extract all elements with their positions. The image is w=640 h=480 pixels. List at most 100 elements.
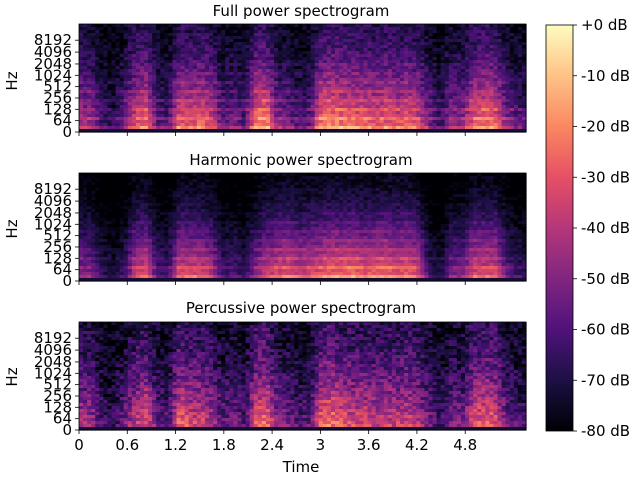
heatmap-cell	[213, 81, 218, 85]
heatmap-cell	[335, 33, 340, 37]
heatmap-cell	[306, 114, 312, 118]
heatmap-cell	[261, 96, 267, 100]
heatmap-cell	[103, 57, 109, 61]
heatmap-cell	[144, 42, 149, 46]
heatmap-cell	[95, 48, 100, 52]
heatmap-cell	[196, 63, 202, 67]
heatmap-cell	[204, 72, 210, 76]
heatmap-cell	[139, 39, 145, 43]
heatmap-cell	[351, 123, 356, 127]
heatmap-cell	[298, 48, 304, 52]
heatmap-cell	[160, 63, 165, 67]
heatmap-cell	[265, 36, 271, 40]
heatmap-cell	[269, 123, 275, 127]
heatmap-cell	[265, 81, 271, 85]
heatmap-cell	[310, 105, 316, 109]
heatmap-cell	[269, 33, 275, 37]
heatmap-cell	[217, 36, 222, 40]
heatmap-cell	[241, 81, 247, 85]
heatmap-cell	[351, 78, 356, 82]
heatmap-cell	[306, 42, 312, 46]
heatmap-cell	[172, 72, 178, 76]
heatmap-cell	[265, 69, 271, 73]
heatmap-cell	[131, 54, 137, 58]
heatmap-cell	[148, 96, 153, 100]
heatmap-cell	[83, 87, 88, 91]
heatmap-cell	[79, 93, 84, 97]
heatmap-cell	[111, 120, 117, 124]
heatmap-cell	[99, 108, 104, 112]
heatmap-cell	[355, 33, 360, 37]
heatmap-cell	[347, 123, 352, 127]
heatmap-cell	[200, 36, 206, 40]
heatmap-cell	[107, 66, 113, 70]
heatmap-cell	[115, 66, 121, 70]
heatmap-cell	[314, 81, 320, 85]
heatmap-cell	[294, 111, 300, 115]
heatmap-cell	[152, 114, 157, 118]
panel-title: Harmonic power spectrogram	[189, 151, 412, 169]
heatmap-cell	[237, 72, 243, 76]
heatmap-cell	[160, 96, 165, 100]
heatmap-cell	[322, 87, 328, 91]
heatmap-cell	[196, 102, 202, 106]
heatmap-cell	[152, 33, 157, 37]
heatmap-cell	[249, 90, 255, 94]
heatmap-cell	[115, 33, 121, 37]
heatmap-cell	[131, 57, 137, 61]
heatmap-cell	[241, 63, 247, 67]
heatmap-cell	[221, 102, 226, 106]
heatmap-cell	[144, 72, 149, 76]
heatmap-cell	[249, 114, 255, 118]
heatmap-cell	[139, 126, 145, 130]
heatmap-cell	[188, 87, 194, 91]
heatmap-cell	[298, 33, 304, 37]
heatmap-cell	[192, 27, 198, 31]
heatmap-cell	[253, 93, 259, 97]
heatmap-cell	[265, 78, 271, 82]
heatmap-cell	[347, 33, 352, 37]
heatmap-cell	[318, 78, 324, 82]
heatmap-cell	[245, 42, 251, 46]
heatmap-cell	[294, 33, 300, 37]
heatmap-cell	[347, 117, 352, 121]
heatmap-cell	[119, 45, 125, 49]
heatmap-cell	[209, 114, 214, 118]
heatmap-cell	[180, 99, 186, 103]
heatmap-cell	[257, 57, 263, 61]
heatmap-cell	[79, 63, 84, 67]
heatmap-cell	[237, 105, 243, 109]
heatmap-cell	[176, 81, 182, 85]
heatmap-cell	[233, 45, 239, 49]
heatmap-cell	[253, 33, 259, 37]
heatmap-cell	[148, 63, 153, 67]
heatmap-cell	[347, 126, 352, 130]
heatmap-cell	[127, 99, 133, 103]
heatmap-cell	[99, 84, 104, 88]
heatmap-cell	[152, 60, 157, 64]
heatmap-cell	[318, 63, 324, 67]
heatmap-cell	[192, 126, 198, 130]
heatmap-cell	[196, 123, 202, 127]
heatmap-cell	[310, 108, 316, 112]
heatmap-cell	[192, 60, 198, 64]
heatmap-cell	[282, 48, 287, 52]
heatmap-cell	[351, 90, 356, 94]
heatmap-cell	[347, 129, 352, 133]
heatmap-cell	[95, 75, 100, 79]
heatmap-cell	[139, 24, 145, 28]
heatmap-cell	[107, 126, 113, 130]
heatmap-cell	[135, 78, 141, 82]
heatmap-cell	[180, 78, 186, 82]
heatmap-cell	[302, 108, 308, 112]
heatmap-cell	[330, 57, 336, 61]
heatmap-cell	[164, 69, 169, 73]
heatmap-cell	[204, 117, 210, 121]
heatmap-cell	[314, 66, 320, 70]
heatmap-cell	[314, 105, 320, 109]
heatmap-cell	[229, 108, 235, 112]
heatmap-cell	[209, 30, 214, 34]
heatmap-cell	[355, 81, 360, 85]
heatmap-cell	[111, 63, 117, 67]
heatmap-cell	[290, 129, 295, 133]
